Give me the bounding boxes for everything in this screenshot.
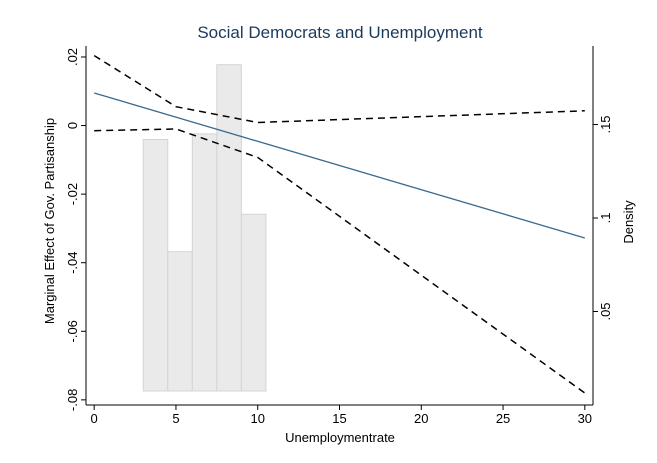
x-tick-label-0: 0 bbox=[91, 411, 98, 426]
histogram-bar-4 bbox=[216, 64, 242, 392]
y-tick-label-1: 0 bbox=[65, 122, 80, 129]
y2-tick-label-1: .1 bbox=[598, 213, 613, 224]
histogram-bar-3 bbox=[191, 133, 218, 392]
axes bbox=[81, 46, 598, 410]
y2-axis-label: Density bbox=[621, 200, 636, 244]
lower-ci-line bbox=[94, 128, 586, 394]
x-tick-label-15: 15 bbox=[332, 411, 346, 426]
y-axis-label: Marginal Effect of Gov. Partisanship bbox=[42, 118, 57, 324]
y-tick-label-4: -.06 bbox=[65, 320, 80, 342]
histogram-bar-5 bbox=[240, 213, 267, 392]
histogram-bar-2 bbox=[167, 251, 193, 392]
histogram bbox=[142, 64, 267, 392]
y2-tick-label-2: .15 bbox=[598, 115, 613, 133]
x-tick-label-30: 30 bbox=[578, 411, 592, 426]
plot-lines bbox=[93, 54, 586, 394]
upper-ci-line bbox=[93, 54, 585, 124]
y-tick-label-0: .02 bbox=[65, 48, 80, 66]
x-tick-label-20: 20 bbox=[414, 411, 428, 426]
marginal-effect-line bbox=[94, 92, 585, 239]
x-tick-label-10: 10 bbox=[250, 411, 264, 426]
x-tick-label-5: 5 bbox=[172, 411, 179, 426]
x-axis-label: Unemploymentrate bbox=[285, 430, 395, 445]
histogram-bar-1 bbox=[142, 138, 169, 392]
y-tick-label-2: -.02 bbox=[65, 183, 80, 205]
y2-tick-label-0: .05 bbox=[598, 302, 613, 320]
y-tick-label-5: -.08 bbox=[65, 389, 80, 411]
x-tick-label-25: 25 bbox=[496, 411, 510, 426]
chart-title: Social Democrats and Unemployment bbox=[197, 23, 483, 42]
tick-labels: 0 5 10 15 20 25 30 .02 0 -.02 -.04 -.06 -.08 .05 .1 .15 bbox=[65, 48, 613, 426]
y-tick-label-3: -.04 bbox=[65, 251, 80, 273]
